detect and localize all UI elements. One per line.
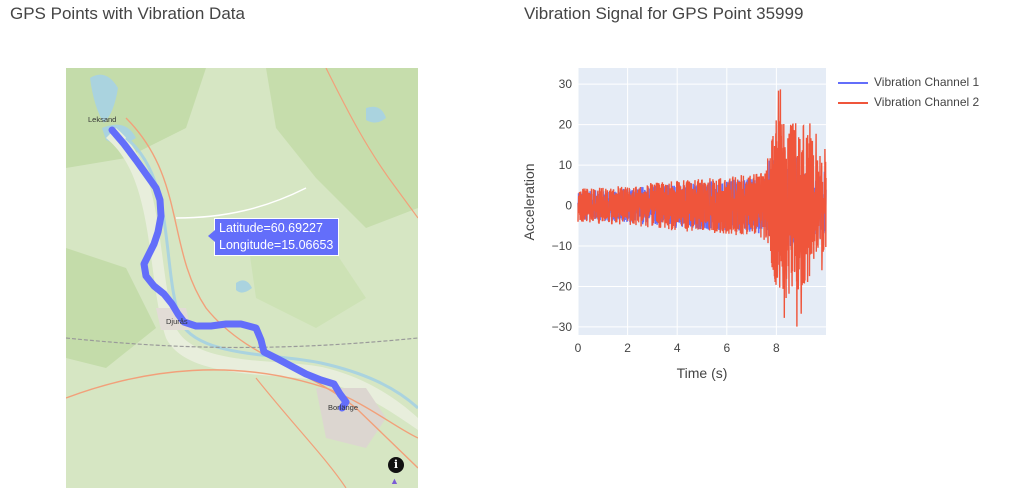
legend-item-channel-1[interactable]: Vibration Channel 1 <box>838 75 979 89</box>
lake <box>90 74 118 123</box>
lake <box>236 280 252 293</box>
legend-label-channel-1: Vibration Channel 1 <box>874 75 980 89</box>
road <box>255 377 347 488</box>
legend-item-channel-2[interactable]: Vibration Channel 2 <box>838 95 979 109</box>
x-tick-label: 8 <box>773 341 780 355</box>
forest-area <box>66 248 156 368</box>
x-tick-label: 4 <box>674 341 681 355</box>
y-tick-label: 30 <box>559 77 573 91</box>
y-tick-label: 20 <box>559 118 573 132</box>
tooltip-longitude: Longitude=15.06653 <box>219 238 334 252</box>
x-tick-label: 0 <box>575 341 582 355</box>
map-view[interactable]: Leksand Djurås Borlänge Latitude=60.6922… <box>66 68 418 488</box>
tooltip-latitude: Latitude=60.69227 <box>219 221 323 235</box>
place-label-leksand: Leksand <box>88 115 116 124</box>
map-title: GPS Points with Vibration Data <box>10 4 245 23</box>
info-icon[interactable]: i <box>388 457 404 473</box>
y-tick-label: −10 <box>552 239 573 253</box>
railway <box>66 337 418 349</box>
map-pointer-icon: ▲ <box>390 476 399 486</box>
y-tick-label: 0 <box>565 199 572 213</box>
y-tick-label: −30 <box>552 320 573 334</box>
y-tick-label: −20 <box>552 279 573 293</box>
y-tick-label: 10 <box>559 158 573 172</box>
road <box>66 369 418 439</box>
place-label-djuras: Djurås <box>166 317 188 326</box>
y-axis-label: Acceleration <box>521 163 537 240</box>
series-layer <box>577 89 827 327</box>
chart-title: Vibration Signal for GPS Point 35999 <box>524 4 804 23</box>
x-axis-label: Time (s) <box>677 365 728 381</box>
legend-label-channel-2: Vibration Channel 2 <box>874 95 980 109</box>
place-label-borlange: Borlänge <box>328 403 358 412</box>
urban-area <box>316 388 386 448</box>
hover-tooltip: Latitude=60.69227 Longitude=15.06653 <box>207 218 340 256</box>
road <box>325 68 418 219</box>
x-tick-label: 2 <box>624 341 631 355</box>
legend-swatch-channel-2 <box>838 101 868 104</box>
gps-route[interactable] <box>108 126 350 412</box>
valley-area <box>106 128 418 430</box>
road <box>175 187 307 219</box>
x-tick-label: 6 <box>723 341 730 355</box>
tick-layer: 0 2 4 6 8 −30 −20 −10 0 10 20 30 <box>552 77 780 355</box>
series-line-channel-2[interactable] <box>577 89 827 327</box>
lake <box>366 106 386 123</box>
forest-area <box>266 68 418 228</box>
legend-swatch-channel-1 <box>838 81 868 84</box>
